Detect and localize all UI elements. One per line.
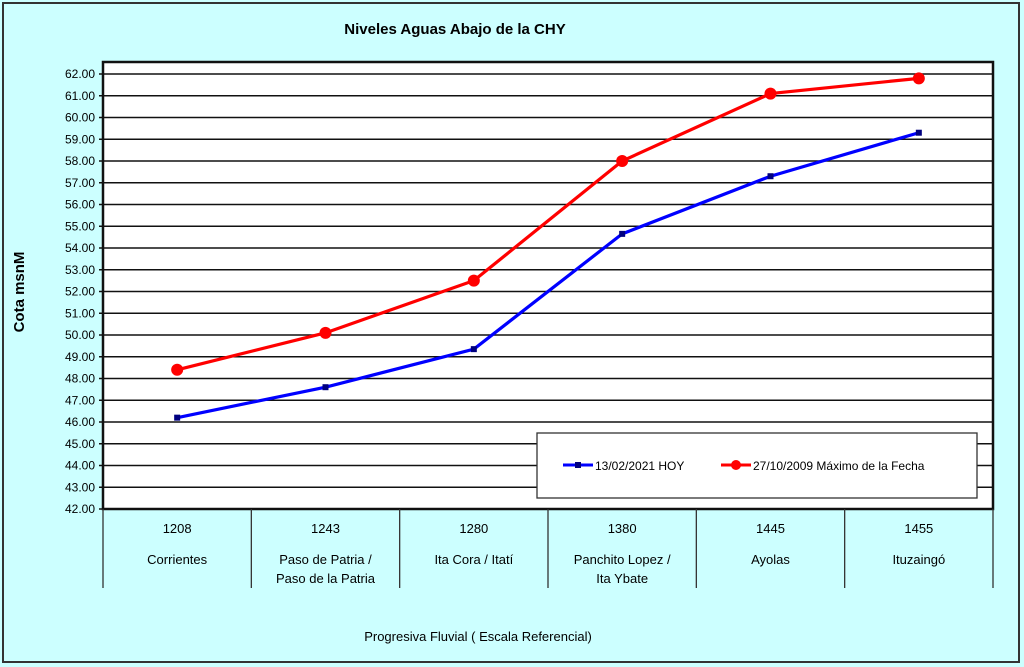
category-km: 1455 [904, 521, 933, 536]
category-name: Ituzaingó [892, 552, 945, 567]
y-tick-label: 44.00 [65, 459, 95, 473]
category-name: Ita Cora / Itatí [434, 552, 513, 567]
category-km: 1280 [459, 521, 488, 536]
y-tick-label: 62.00 [65, 67, 95, 81]
category-name: Corrientes [147, 552, 207, 567]
category-km: 1380 [608, 521, 637, 536]
y-tick-label: 47.00 [65, 393, 95, 407]
y-axis-label: Cota msnM [11, 252, 28, 333]
y-tick-label: 53.00 [65, 263, 95, 277]
series-line [176, 131, 920, 420]
y-tick-label: 58.00 [65, 154, 95, 168]
y-tick-label: 45.00 [65, 437, 95, 451]
category-km: 1445 [756, 521, 785, 536]
data-point [319, 326, 332, 339]
data-point [470, 346, 477, 353]
legend-label: 13/02/2021 HOY [595, 459, 684, 473]
y-tick-label: 52.00 [65, 285, 95, 299]
y-tick-label: 48.00 [65, 372, 95, 386]
data-point [767, 173, 774, 180]
y-tick-label: 50.00 [65, 328, 95, 342]
legend-marker [731, 460, 741, 470]
y-tick-label: 61.00 [65, 89, 95, 103]
category-name: Ita Ybate [596, 571, 648, 586]
data-point [915, 129, 922, 136]
y-tick-label: 42.00 [65, 502, 95, 516]
y-tick-label: 49.00 [65, 350, 95, 364]
category-km: 1243 [311, 521, 340, 536]
data-point [912, 72, 925, 85]
data-point [174, 414, 181, 421]
series-line [176, 76, 919, 372]
y-tick-label: 46.00 [65, 415, 95, 429]
data-point [764, 87, 777, 100]
data-point [619, 230, 626, 237]
data-point [467, 274, 480, 287]
legend-label: 27/10/2009 Máximo de la Fecha [753, 459, 925, 473]
y-tick-label: 60.00 [65, 111, 95, 125]
y-tick-label: 51.00 [65, 306, 95, 320]
x-axis-label: Progresiva Fluvial ( Escala Referencial) [364, 629, 592, 644]
y-tick-label: 54.00 [65, 241, 95, 255]
data-point [322, 384, 329, 391]
y-tick-label: 55.00 [65, 219, 95, 233]
category-name: Paso de Patria / [279, 552, 372, 567]
category-name: Panchito Lopez / [574, 552, 671, 567]
legend-marker [575, 462, 581, 468]
category-km: 1208 [163, 521, 192, 536]
data-point [171, 363, 184, 376]
category-name: Paso de la Patria [276, 571, 376, 586]
y-tick-label: 57.00 [65, 176, 95, 190]
y-tick-label: 56.00 [65, 198, 95, 212]
chart-title: Niveles Aguas Abajo de la CHY [344, 21, 565, 38]
y-tick-label: 59.00 [65, 132, 95, 146]
data-point [616, 155, 629, 167]
y-tick-label: 43.00 [65, 480, 95, 494]
legend-box [536, 432, 978, 499]
category-name: Ayolas [751, 552, 790, 567]
